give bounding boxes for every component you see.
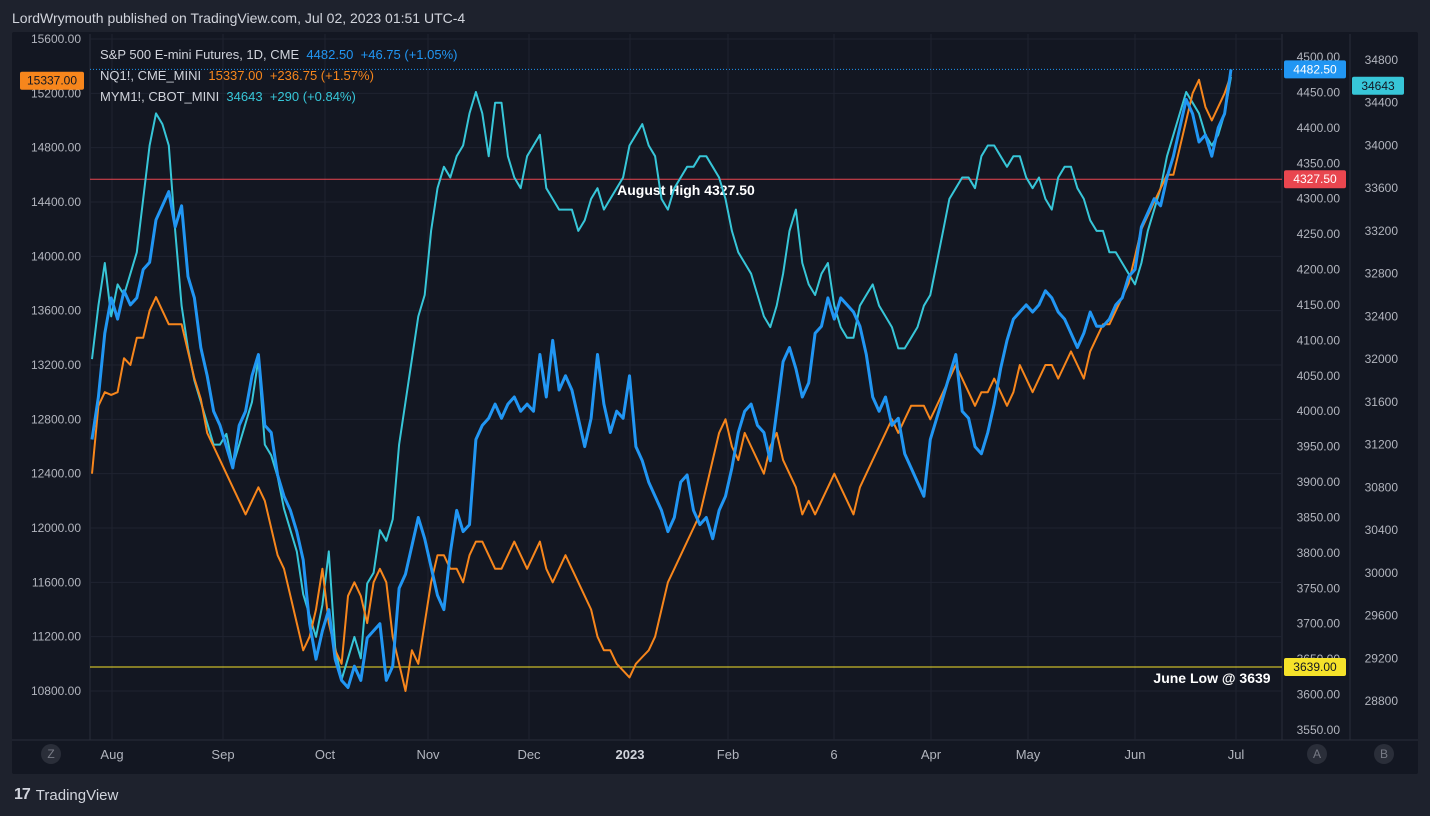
right-axis2-tick-label: 32000 xyxy=(1365,352,1399,366)
june-low-price-label: 3639.00 xyxy=(1293,660,1337,674)
right-axis-tick-label: 4100.00 xyxy=(1297,333,1341,347)
right-axis2-tick-label: 30400 xyxy=(1365,523,1399,537)
right-axis-tick-label: 3700.00 xyxy=(1297,617,1341,631)
pane-a-button: A xyxy=(1313,747,1321,761)
right-axis2-tick-label: 30800 xyxy=(1365,480,1399,494)
legend-change-es: +46.75 (+1.05%) xyxy=(360,47,458,62)
x-tick-label: Aug xyxy=(100,747,123,762)
nq-series-line xyxy=(91,74,1232,692)
left-axis-tick-label: 12800.00 xyxy=(31,412,81,426)
right-axis2-tick-label: 31600 xyxy=(1365,395,1399,409)
footer-brand-text: TradingView xyxy=(35,786,119,804)
pane-a-button-bg xyxy=(1307,744,1327,764)
right-axis2-tick-label: 32400 xyxy=(1365,309,1399,323)
right-axis-tick-label: 4450.00 xyxy=(1297,85,1341,99)
legend-change-ym: +290 (+0.84%) xyxy=(269,89,356,104)
left-axis-tick-label: 12400.00 xyxy=(31,467,81,481)
left-axis-tick-label: 14000.00 xyxy=(31,249,81,263)
right-axis-tick-label: 4250.00 xyxy=(1297,227,1341,241)
right-axis2-tick-label: 28800 xyxy=(1365,694,1399,708)
right-axis2-tick-label: 30000 xyxy=(1365,566,1399,580)
x-tick-label: Dec xyxy=(517,747,541,762)
left-axis-tick-label: 14800.00 xyxy=(31,141,81,155)
right-axis-tick-label: 3550.00 xyxy=(1297,723,1341,737)
es-series-line xyxy=(90,69,1233,689)
right-axis-tick-label: 3900.00 xyxy=(1297,475,1341,489)
left-axis-tick-label: 11200.00 xyxy=(32,630,81,644)
pane-b-button-bg xyxy=(1374,744,1394,764)
right-axis-tick-label: 4400.00 xyxy=(1297,121,1341,135)
right-axis2-tick-label: 34400 xyxy=(1365,96,1399,110)
right-axis2-tick-label: 29200 xyxy=(1365,651,1399,665)
pane-b-button: B xyxy=(1380,747,1388,761)
right-axis2-tick-label: 33600 xyxy=(1365,181,1399,195)
august-high-annotation: August High 4327.50 xyxy=(617,182,755,198)
publish-title: LordWrymouth published on TradingView.co… xyxy=(12,10,466,26)
nq-last-price-label: 15337.00 xyxy=(27,74,77,88)
x-tick-label: 6 xyxy=(830,747,837,762)
left-axis-tick-label: 14400.00 xyxy=(31,195,81,209)
left-axis-tick-label: 15200.00 xyxy=(31,86,81,100)
footer-brand[interactable]: 17 TradingView xyxy=(14,786,118,804)
es-last-price-label: 4482.50 xyxy=(1293,62,1337,76)
right-axis-tick-label: 4050.00 xyxy=(1297,369,1341,383)
right-axis-tick-label: 3800.00 xyxy=(1297,546,1341,560)
august-high-price-label-bg xyxy=(1284,170,1346,189)
x-tick-label: Sep xyxy=(211,747,234,762)
x-tick-label: Feb xyxy=(717,747,739,762)
right-axis2-tick-label: 34000 xyxy=(1365,138,1399,152)
legend-label-es: S&P 500 E-mini Futures, 1D, CME xyxy=(100,47,300,62)
right-axis-tick-label: 4300.00 xyxy=(1297,192,1341,206)
right-axis2-tick-label: 34800 xyxy=(1365,53,1399,67)
ym-last-price-label-bg xyxy=(1352,76,1404,95)
nq-last-price-label-bg xyxy=(20,71,84,90)
x-tick-label: Jul xyxy=(1228,747,1245,762)
legend-label-ym: MYM1!, CBOT_MINI xyxy=(100,89,220,104)
legend-last-nq: 15337.00 xyxy=(208,68,263,83)
legend-row-es[interactable]: S&P 500 E-mini Futures, 1D, CME 4482.50 … xyxy=(100,44,458,65)
publish-header: LordWrymouth published on TradingView.co… xyxy=(0,0,1430,36)
series-legend: S&P 500 E-mini Futures, 1D, CME 4482.50 … xyxy=(100,44,458,107)
x-tick-label: Jun xyxy=(1125,747,1146,762)
legend-row-ym[interactable]: MYM1!, CBOT_MINI 34643 +290 (+0.84%) xyxy=(100,86,458,107)
legend-last-es: 4482.50 xyxy=(306,47,354,62)
right-axis-tick-label: 4350.00 xyxy=(1297,156,1341,170)
es-last-price-label-bg xyxy=(1284,60,1346,79)
pane-z-button: Z xyxy=(47,747,54,761)
left-axis-tick-label: 12000.00 xyxy=(31,521,81,535)
pane-z-button-bg xyxy=(41,744,61,764)
legend-last-ym: 34643 xyxy=(226,89,263,104)
x-tick-label: Apr xyxy=(921,747,942,762)
right-axis-tick-label: 4000.00 xyxy=(1297,404,1341,418)
legend-change-nq: +236.75 (+1.57%) xyxy=(269,68,374,83)
right-axis-tick-label: 3950.00 xyxy=(1297,440,1341,454)
right-axis2-tick-label: 33200 xyxy=(1365,224,1399,238)
left-axis-tick-label: 11600.00 xyxy=(32,575,81,589)
left-axis-tick-label: 10800.00 xyxy=(31,684,81,698)
right-axis-tick-label: 3600.00 xyxy=(1297,688,1341,702)
june-low-price-label-bg xyxy=(1284,657,1346,676)
x-tick-label: May xyxy=(1016,747,1041,762)
ym-last-price-label: 34643 xyxy=(1361,79,1395,93)
left-axis-tick-label: 13200.00 xyxy=(31,358,81,372)
right-axis2-tick-label: 31200 xyxy=(1365,438,1399,452)
august-high-price-label: 4327.50 xyxy=(1293,172,1337,186)
legend-label-nq: NQ1!, CME_MINI xyxy=(100,68,202,83)
tradingview-logo-icon: 17 xyxy=(14,786,31,803)
right-axis2-tick-label: 29600 xyxy=(1365,609,1399,623)
x-tick-label: Nov xyxy=(416,747,440,762)
left-axis-tick-label: 15600.00 xyxy=(31,32,81,46)
legend-row-nq[interactable]: NQ1!, CME_MINI 15337.00 +236.75 (+1.57%) xyxy=(100,65,458,86)
right-axis2-tick-label: 32800 xyxy=(1365,267,1399,281)
x-tick-label: Oct xyxy=(315,747,336,762)
right-axis-tick-label: 4150.00 xyxy=(1297,298,1341,312)
right-axis-tick-label: 4200.00 xyxy=(1297,263,1341,277)
ym-series-line xyxy=(91,76,1232,681)
left-axis-tick-label: 13600.00 xyxy=(31,304,81,318)
june-low-annotation: June Low @ 3639 xyxy=(1153,670,1270,686)
right-axis-tick-label: 3850.00 xyxy=(1297,510,1341,524)
right-axis-tick-label: 3750.00 xyxy=(1297,581,1341,595)
x-tick-label: 2023 xyxy=(616,747,645,762)
